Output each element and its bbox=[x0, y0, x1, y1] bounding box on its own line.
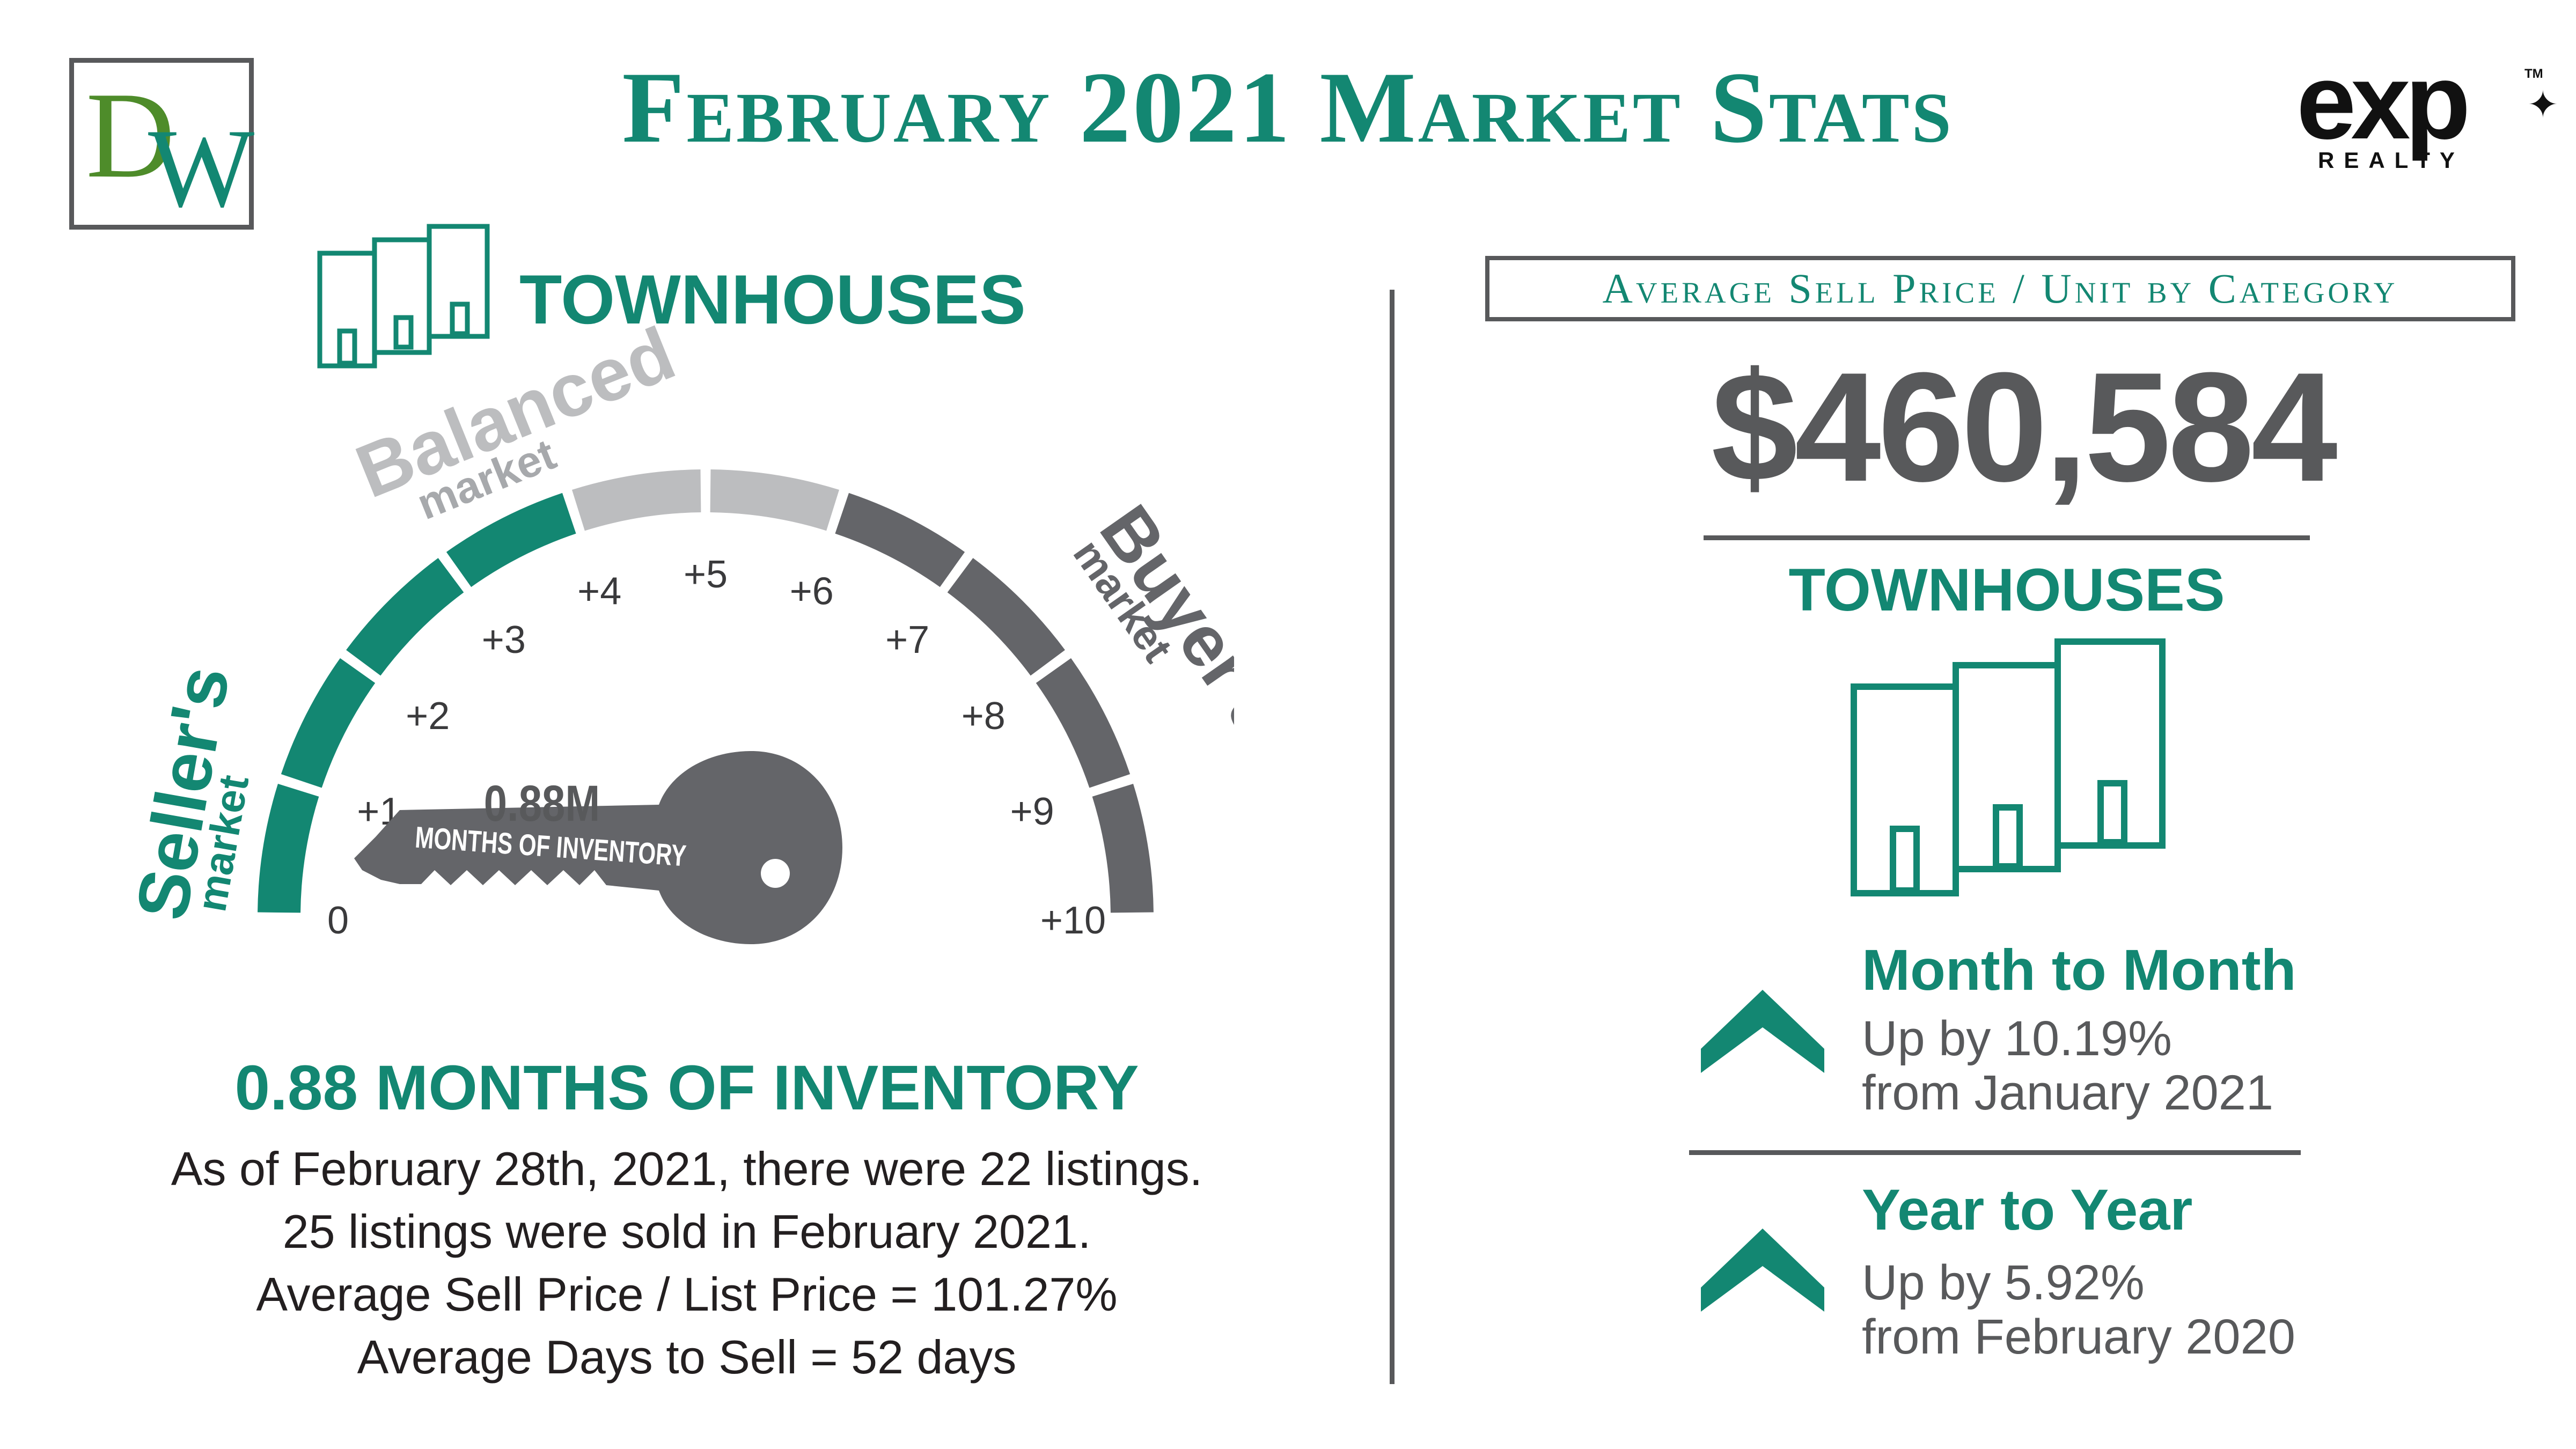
average-price: $460,584 bbox=[1711, 340, 2338, 514]
gauge-segments bbox=[258, 469, 1154, 913]
gauge-segment-8 bbox=[1036, 658, 1131, 788]
logo-trademark: TM bbox=[2524, 67, 2543, 81]
left-category-title: TOWNHOUSES bbox=[519, 260, 1026, 339]
column-divider bbox=[1390, 290, 1395, 1384]
gauge-tick-label: +6 bbox=[790, 570, 834, 613]
dw-logo: D W bbox=[69, 58, 254, 230]
gauge-tick-label: 0 bbox=[327, 899, 349, 942]
info-line-sold: 25 listings were sold in February 2021. bbox=[282, 1205, 1091, 1258]
exp-realty-logo: exp REALTY TM ✦ bbox=[2296, 48, 2559, 182]
gauge-tick-label: +7 bbox=[885, 619, 929, 661]
year-to-year-title: Year to Year bbox=[1862, 1177, 2193, 1242]
gauge-segment-2 bbox=[346, 558, 464, 676]
key-icon bbox=[354, 751, 842, 944]
gauge-tick-label: +4 bbox=[577, 570, 621, 613]
gauge-segment-3 bbox=[446, 492, 576, 587]
month-to-month-baseline: from January 2021 bbox=[1862, 1065, 2274, 1120]
inventory-gauge: 0+1+2+3+4 +5 +6+7+8+9+10 Balanced market B… bbox=[121, 311, 1234, 944]
gauge-tick-label: +5 bbox=[684, 553, 728, 596]
gauge-segment-0 bbox=[258, 783, 319, 913]
gauge-ticks: 0+1+2+3+4 +5 +6+7+8+9+10 bbox=[327, 553, 1106, 942]
gauge-segment-9 bbox=[1092, 783, 1154, 913]
info-line-listings: As of February 28th, 2021, there were 22… bbox=[171, 1142, 1203, 1195]
stat-divider bbox=[1689, 1150, 2301, 1155]
gauge-tick-label: +10 bbox=[1040, 899, 1106, 942]
price-underline bbox=[1704, 535, 2310, 540]
year-to-year-change: Up by 5.92% bbox=[1862, 1255, 2145, 1310]
gauge-segment-4 bbox=[571, 469, 701, 531]
gauge-tick-label: +2 bbox=[406, 695, 450, 738]
gauge-segment-7 bbox=[947, 558, 1065, 676]
year-up-arrow-icon bbox=[1701, 1229, 1824, 1312]
info-line-ratio: Average Sell Price / List Price = 101.27… bbox=[256, 1268, 1118, 1321]
gauge-segment-1 bbox=[281, 658, 376, 788]
info-line-days: Average Days to Sell = 52 days bbox=[357, 1330, 1017, 1384]
key-value-label: 0.88M bbox=[484, 775, 600, 832]
logo-word: exp bbox=[2296, 42, 2471, 161]
maple-leaf-icon: ✦ bbox=[2527, 84, 2559, 126]
gauge-tick-label: +3 bbox=[482, 619, 526, 661]
logo-sub: REALTY bbox=[2318, 148, 2464, 173]
year-to-year-baseline: from February 2020 bbox=[1862, 1310, 2295, 1364]
month-up-arrow-icon bbox=[1701, 990, 1824, 1073]
price-category-box: Average Sell Price / Unit by Category bbox=[1485, 256, 2515, 321]
townhouse-icon-large bbox=[1851, 638, 2166, 896]
logo-letter-w: W bbox=[148, 106, 255, 231]
inventory-heading: 0.88 MONTHS OF INVENTORY bbox=[234, 1053, 1139, 1123]
gauge-segment-5 bbox=[710, 469, 840, 531]
gauge-tick-label: +9 bbox=[1010, 790, 1054, 833]
gauge-tick-label: +8 bbox=[962, 695, 1006, 738]
right-category-title: TOWNHOUSES bbox=[1788, 556, 2225, 623]
page-title: February 2021 Market Stats bbox=[622, 52, 1954, 164]
gauge-segment-6 bbox=[835, 492, 965, 587]
month-to-month-title: Month to Month bbox=[1862, 937, 2296, 1002]
logo-letter-d: D bbox=[86, 67, 175, 203]
month-to-month-change: Up by 10.19% bbox=[1862, 1011, 2172, 1066]
townhouse-icon bbox=[317, 224, 490, 369]
